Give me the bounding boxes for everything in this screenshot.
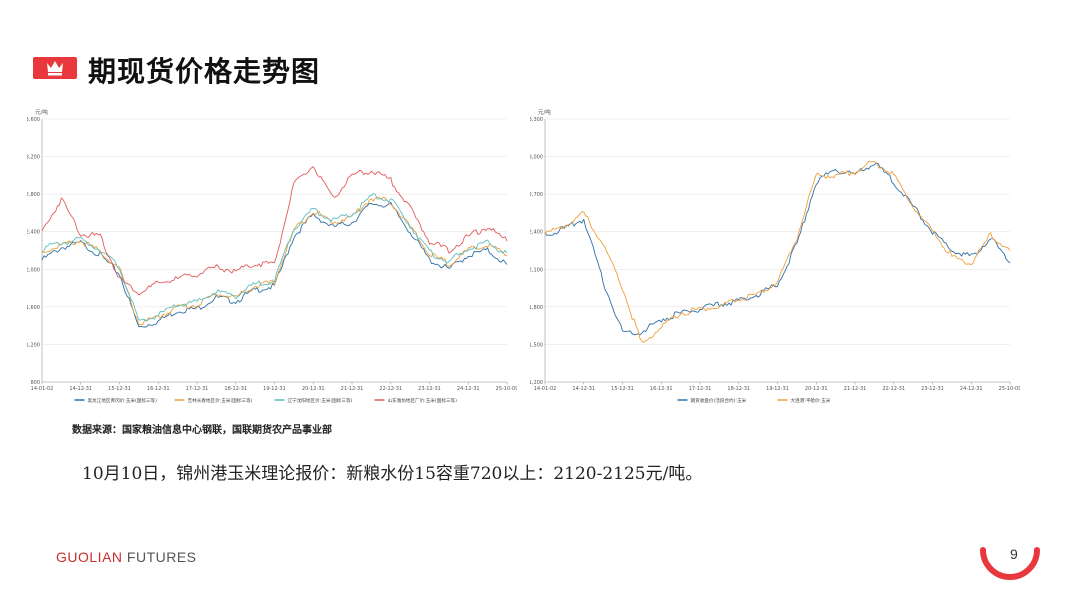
y-axis-unit-label: 元/吨 (538, 108, 551, 116)
legend-label: 黑龙江地区青冈价:玉米(国标三等) (88, 397, 158, 404)
brand-logo-text: GUOLIAN FUTURES (56, 549, 197, 565)
x-tick-label: 22-12-31 (882, 386, 905, 392)
x-tick-label: 20-12-31 (805, 386, 828, 392)
y-tick-label: 1,500 (530, 342, 543, 348)
page-number: 9 (1010, 546, 1018, 562)
chart-corn-regional-prices: 元/吨 800 1,200 1,600 2,000 2,400 2,800 3,200 3,60… (27, 105, 517, 410)
x-tick-label: 15-12-31 (611, 386, 634, 392)
y-tick-label: 1,200 (27, 342, 40, 348)
crown-icon (47, 61, 63, 76)
y-tick-label: 2,000 (27, 267, 40, 273)
series-line (41, 196, 508, 326)
x-tick-label: 14-12-31 (572, 386, 595, 392)
chart-svg: 元/吨 1,200 1,500 1,800 2,100 2,400 2,700 3,000 3,… (530, 108, 1020, 404)
x-tick-label: 16-12-31 (650, 386, 673, 392)
y-tick-label: 3,000 (530, 155, 543, 161)
y-tick-label: 2,400 (27, 230, 40, 236)
y-axis-unit-label: 元/吨 (35, 108, 48, 116)
x-tick-label: 15-12-31 (108, 386, 131, 392)
y-tick-label: 2,100 (530, 267, 543, 273)
x-tick-label: 14-01-02 (31, 386, 54, 392)
x-tick-label: 24-12-31 (457, 386, 480, 392)
x-tick-label: 17-12-31 (186, 386, 209, 392)
x-tick-label: 18-12-31 (224, 386, 247, 392)
x-tick-label: 19-12-31 (263, 386, 286, 392)
y-tick-label: 2,800 (27, 192, 40, 198)
y-tick-label: 3,600 (27, 117, 40, 123)
x-tick-label: 22-12-31 (379, 386, 402, 392)
y-tick-label: 800 (30, 380, 40, 386)
brand-name-part1: GUOLIAN (56, 549, 123, 565)
x-tick-label: 20-12-31 (302, 386, 325, 392)
title-badge (33, 57, 77, 79)
chart-futures-vs-port-price: 元/吨 1,200 1,500 1,800 2,100 2,400 2,700 3,000 3,… (530, 105, 1020, 410)
y-tick-label: 3,200 (27, 155, 40, 161)
x-tick-label: 23-12-31 (921, 386, 944, 392)
y-tick-label: 2,700 (530, 192, 543, 198)
x-tick-label: 23-12-31 (418, 386, 441, 392)
series-line (41, 201, 508, 328)
y-tick-label: 1,600 (27, 305, 40, 311)
x-tick-label: 18-12-31 (727, 386, 750, 392)
page-number-arc-icon (980, 547, 1040, 580)
y-tick-label: 1,200 (530, 380, 543, 386)
x-tick-label: 24-12-31 (960, 386, 983, 392)
x-tick-label: 16-12-31 (147, 386, 170, 392)
legend-label: 吉林长春地区价:玉米(国标三等) (188, 397, 253, 404)
data-source-note: 数据来源：国家粮油信息中心钢联，国联期货农产品事业部 (72, 425, 332, 436)
legend-label: 期货收盘价(活跃合约):玉米 (691, 397, 747, 404)
y-tick-label: 3,300 (530, 117, 543, 123)
x-tick-label: 14-12-31 (69, 386, 92, 392)
legend-label: 山东潍坊地区厂价:玉米(国标三等) (388, 397, 458, 404)
x-tick-label: 14-01-02 (534, 386, 557, 392)
x-tick-label: 17-12-31 (689, 386, 712, 392)
legend-label: 大连港:平舱价:玉米 (791, 397, 831, 404)
x-tick-label: 21-12-31 (844, 386, 867, 392)
page-title: 期现货价格走势图 (88, 55, 321, 88)
x-tick-label: 25-10-09 (496, 386, 517, 392)
y-tick-label: 1,800 (530, 305, 543, 311)
y-tick-label: 2,400 (530, 230, 543, 236)
x-tick-label: 19-12-31 (766, 386, 789, 392)
series-line (544, 161, 1011, 343)
x-tick-label: 25-10-09 (999, 386, 1020, 392)
series-line (41, 193, 508, 322)
chart-svg: 元/吨 800 1,200 1,600 2,000 2,400 2,800 3,200 3,60… (27, 108, 517, 404)
series-line (41, 166, 508, 296)
x-tick-label: 21-12-31 (341, 386, 364, 392)
legend-label: 辽宁沈阳地区价:玉米(国标三等) (288, 397, 353, 404)
price-quote-note: 10月10日，锦州港玉米理论报价：新粮水份15容重720以上：2120-2125… (82, 464, 703, 484)
brand-name-part2: FUTURES (122, 549, 197, 565)
series-line (544, 162, 1011, 336)
